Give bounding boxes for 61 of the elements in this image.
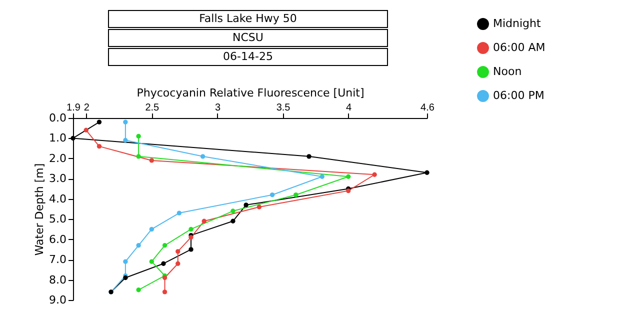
- y-axis-title: Water Depth [m]: [33, 163, 46, 256]
- x-tick-label: 3.5: [276, 102, 291, 114]
- point: [176, 261, 180, 266]
- point: [123, 120, 128, 124]
- x-axis-title: Phycocyanin Relative Fluorescence [Unit]: [136, 86, 364, 100]
- point: [162, 243, 168, 248]
- x-tick-label: 4.6: [420, 102, 435, 114]
- y-tick-label: 7.0: [49, 253, 66, 266]
- point: [70, 136, 76, 141]
- x-tick-label: 1.9: [66, 102, 81, 114]
- legend-label: Noon: [493, 65, 522, 78]
- point: [161, 261, 166, 266]
- point: [123, 138, 128, 143]
- y-tick-label: 5.0: [49, 212, 66, 226]
- legend-label: 06:00 PM: [493, 89, 544, 102]
- point: [188, 226, 194, 232]
- point: [200, 154, 206, 159]
- point: [424, 170, 430, 175]
- point: [162, 290, 168, 294]
- point: [176, 210, 182, 216]
- y-tick-label: 4.0: [49, 192, 66, 206]
- point: [123, 259, 128, 264]
- point: [149, 158, 154, 163]
- point: [96, 144, 102, 149]
- point: [176, 249, 180, 254]
- point: [84, 128, 88, 132]
- point: [149, 226, 154, 232]
- y-tick-label: 1.0: [49, 132, 66, 145]
- point: [136, 288, 141, 292]
- point: [136, 134, 141, 139]
- point: [346, 174, 351, 179]
- chart-subtitle: NCSU: [108, 29, 388, 47]
- x-tick-label: 4: [346, 102, 352, 114]
- y-tick-label: 2.0: [49, 152, 66, 165]
- point: [230, 218, 236, 224]
- y-tick-label: 9.0: [49, 294, 66, 306]
- point: [306, 154, 312, 159]
- point: [149, 259, 154, 264]
- legend-label: 06:00 AM: [493, 41, 546, 54]
- point: [136, 243, 141, 248]
- point: [230, 208, 236, 214]
- point: [294, 192, 298, 198]
- text: 06-14-25: [108, 48, 388, 66]
- point: [244, 202, 248, 208]
- y-tick-label: 8.0: [49, 273, 66, 286]
- y-tick-label: 3.0: [49, 172, 66, 186]
- point: [136, 154, 141, 159]
- point: [188, 247, 194, 252]
- x-tick-label: 3: [214, 102, 221, 114]
- chart-title: Falls Lake Hwy 50: [108, 10, 388, 28]
- y-tick-label: 0.0: [49, 112, 66, 124]
- legend-label: Midnight: [493, 17, 542, 30]
- point: [320, 174, 324, 179]
- point: [256, 204, 262, 210]
- point: [202, 218, 206, 224]
- y-tick-label: 6.0: [49, 232, 66, 246]
- point: [96, 120, 102, 124]
- point: [372, 172, 377, 177]
- x-tick-label: 2: [84, 102, 90, 114]
- point: [270, 192, 275, 198]
- x-tick-label: 2.5: [145, 102, 160, 114]
